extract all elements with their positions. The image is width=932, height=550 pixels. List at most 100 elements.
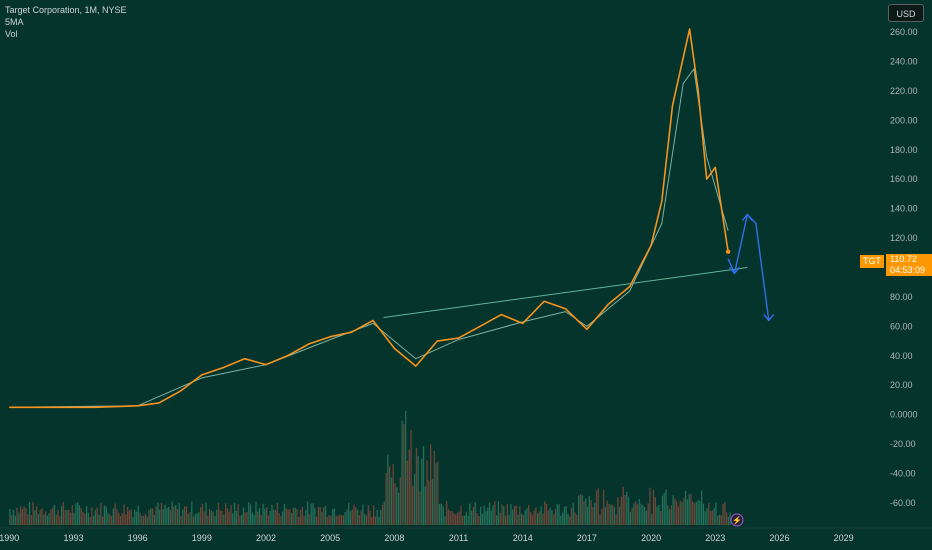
volume-bar xyxy=(702,503,705,525)
volume-bar xyxy=(207,515,209,525)
volume-bar xyxy=(617,497,619,525)
volume-bar xyxy=(258,508,261,525)
ma-series xyxy=(9,68,729,408)
volume-bar xyxy=(274,509,277,525)
volume-bar xyxy=(16,507,18,525)
volume-bar xyxy=(364,513,366,525)
y-tick-label: -20.00 xyxy=(890,439,916,449)
volume-bar xyxy=(292,507,295,525)
volume-bar xyxy=(711,510,714,525)
volume-bar xyxy=(663,492,665,525)
volume-bar xyxy=(21,509,24,525)
volume-bar xyxy=(615,514,617,525)
volume-bar xyxy=(686,499,689,525)
volume-bar xyxy=(577,495,580,525)
volume-bar xyxy=(303,515,305,525)
volume-bar xyxy=(560,515,562,525)
volume-bar xyxy=(30,515,32,525)
volume-bar xyxy=(725,512,728,525)
volume-bar xyxy=(683,498,685,525)
volume-bar xyxy=(697,500,699,525)
volume-bar xyxy=(643,506,646,525)
volume-bar xyxy=(701,490,703,525)
volume-bar xyxy=(249,504,252,525)
volume-bar xyxy=(358,515,361,525)
x-tick-label: 2008 xyxy=(384,533,404,543)
volume-bar xyxy=(169,509,172,525)
volume-bar xyxy=(44,511,47,525)
volume-bar xyxy=(629,511,631,525)
volume-bar xyxy=(75,503,77,525)
volume-bar xyxy=(531,515,533,525)
y-tick-label: 260.00 xyxy=(890,27,918,37)
volume-bar xyxy=(558,504,560,525)
volume-bar xyxy=(66,509,68,525)
volume-bar xyxy=(405,410,407,525)
volume-bar xyxy=(681,502,683,525)
volume-bar xyxy=(276,502,278,525)
volume-bar xyxy=(23,506,25,525)
volume-bar xyxy=(385,472,387,525)
volume-bar xyxy=(285,508,287,525)
volume-bar xyxy=(46,515,49,525)
volume-bar xyxy=(483,505,485,525)
volume-bar xyxy=(567,514,569,525)
volume-bar xyxy=(210,510,213,525)
volume-bar xyxy=(155,506,157,525)
symbol-title[interactable]: Target Corporation, 1M, NYSE xyxy=(5,5,127,15)
volume-bar xyxy=(660,511,662,525)
volume-bar xyxy=(326,516,328,525)
volume-bar xyxy=(397,493,400,525)
volume-bar xyxy=(403,424,405,525)
volume-bar xyxy=(48,513,50,525)
volume-indicator-label[interactable]: Vol xyxy=(5,29,18,39)
volume-bar xyxy=(533,510,535,525)
volume-bar xyxy=(203,511,205,525)
ma-indicator-label[interactable]: 5MA xyxy=(5,17,24,27)
volume-bar xyxy=(287,509,289,525)
volume-bar xyxy=(708,502,710,525)
currency-button[interactable]: USD xyxy=(888,4,924,22)
volume-bar xyxy=(647,503,649,525)
volume-bar xyxy=(545,503,548,525)
volume-bar xyxy=(180,516,182,525)
volume-bar xyxy=(349,511,352,525)
volume-bar xyxy=(540,506,542,525)
volume-bar xyxy=(622,486,624,525)
volume-bar xyxy=(485,511,487,525)
volume-bar xyxy=(677,506,680,525)
volume-bar xyxy=(216,509,218,525)
volume-bar xyxy=(93,515,95,525)
volume-bar xyxy=(713,507,715,525)
volume-bar xyxy=(510,504,512,525)
volume-bar xyxy=(620,496,623,525)
volume-bar xyxy=(235,510,237,525)
volume-bar xyxy=(626,491,628,525)
volume-bar xyxy=(542,513,544,525)
projection-path xyxy=(727,213,770,321)
volume-bar xyxy=(116,509,118,525)
volume-bar xyxy=(538,511,541,525)
volume-bar xyxy=(376,509,378,525)
volume-bar xyxy=(636,504,639,525)
volume-bar xyxy=(62,501,65,525)
volume-bar xyxy=(695,501,697,525)
volume-bar xyxy=(508,515,510,525)
volume-bar xyxy=(435,463,437,525)
volume-bar xyxy=(408,449,410,525)
volume-bar xyxy=(692,501,694,525)
volume-bar xyxy=(18,512,20,525)
volume-bar xyxy=(553,514,555,525)
trendline xyxy=(383,267,748,319)
volume-bar xyxy=(82,511,84,525)
volume-bar xyxy=(103,505,106,525)
replay-icon[interactable] xyxy=(730,513,744,527)
volume-bar xyxy=(137,505,139,525)
x-tick-label: 1990 xyxy=(0,533,19,543)
volume-bar xyxy=(410,429,412,525)
volume-bar xyxy=(198,512,200,525)
x-tick-label: 2029 xyxy=(834,533,854,543)
volume-bar xyxy=(693,503,696,525)
volume-bar xyxy=(506,504,508,525)
